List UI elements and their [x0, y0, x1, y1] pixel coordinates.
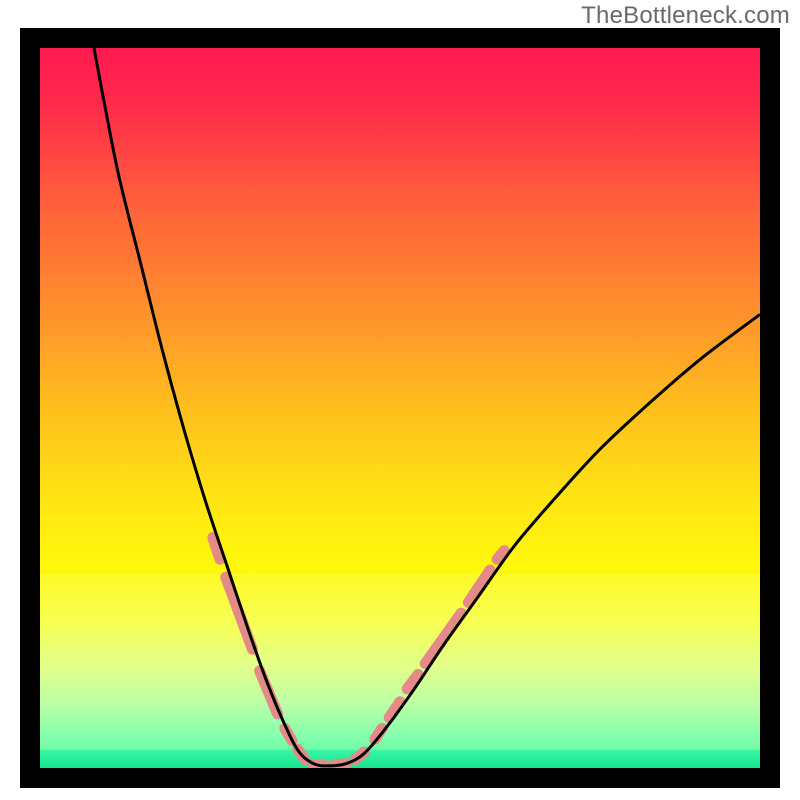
plot-area: [40, 48, 760, 768]
watermark-text: TheBottleneck.com: [581, 2, 790, 30]
marker-segment: [497, 551, 504, 560]
marker-segment: [226, 577, 253, 649]
chart-container: { "watermark": { "text": "TheBottleneck.…: [0, 0, 800, 800]
marker-segment: [260, 671, 278, 714]
chart-svg: [40, 48, 760, 768]
marker-segment: [425, 613, 461, 663]
